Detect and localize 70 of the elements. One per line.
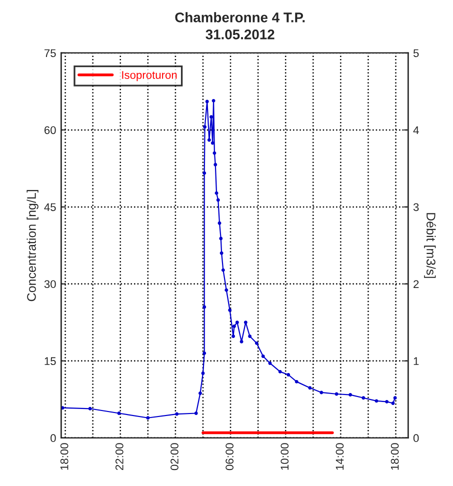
point — [294, 380, 298, 384]
point — [374, 399, 378, 403]
point — [175, 412, 179, 416]
chart-subtitle: 31.05.2012 — [206, 30, 274, 40]
point — [348, 393, 352, 397]
point — [261, 354, 265, 358]
point — [221, 268, 225, 272]
y-tick-label: 30 — [44, 280, 56, 288]
point — [385, 400, 389, 404]
x-tick-label: 18:00 — [60, 443, 68, 470]
x-tick-label: 18:00 — [390, 443, 399, 470]
point — [224, 288, 228, 292]
point — [254, 341, 258, 345]
y2-tick-label: 4 — [413, 126, 419, 134]
point — [268, 361, 272, 365]
y2-tick-label: 1 — [414, 357, 419, 365]
point — [202, 171, 206, 175]
x-tick-label: 10:00 — [280, 443, 289, 470]
point — [207, 138, 211, 142]
y2-tick-label: 0 — [413, 434, 419, 442]
point — [228, 308, 232, 312]
y2-tick-label: 5 — [413, 49, 419, 58]
point — [198, 392, 202, 395]
y-tick-label: 60 — [44, 126, 56, 134]
y-axis-title: Concentration [ng/L] — [26, 190, 38, 302]
point — [203, 125, 207, 129]
x-tick-label: 14:00 — [336, 443, 344, 470]
point — [216, 198, 220, 202]
point — [202, 305, 206, 309]
point — [232, 334, 236, 338]
y2-tick-label: 3 — [413, 203, 419, 212]
point — [210, 141, 214, 145]
point — [320, 390, 324, 394]
point — [146, 416, 150, 420]
chart-title: Chamberonne 4 T.P. — [175, 12, 305, 22]
point — [308, 386, 312, 390]
point — [88, 406, 92, 410]
point — [194, 412, 198, 415]
point — [214, 191, 218, 195]
y-tick-label: 45 — [44, 203, 56, 212]
y-tick-label: 0 — [50, 434, 56, 442]
point — [235, 320, 239, 324]
point — [218, 221, 222, 225]
point — [286, 373, 290, 376]
point — [201, 371, 205, 375]
legend-label: Isoproturon — [122, 71, 177, 82]
point — [210, 115, 213, 119]
point — [248, 334, 252, 338]
point — [393, 396, 397, 400]
point — [391, 402, 395, 405]
y-tick-label: 75 — [44, 49, 56, 58]
point — [362, 396, 366, 400]
point — [214, 162, 218, 166]
y2-axis-title: Débit [m3/s] — [424, 213, 436, 278]
y-tick-label: 15 — [44, 357, 56, 366]
point — [212, 98, 216, 102]
point — [244, 320, 248, 324]
y2-tick-label: 2 — [414, 280, 419, 288]
point — [205, 100, 209, 104]
point — [219, 236, 223, 240]
point — [117, 412, 121, 415]
point — [202, 351, 206, 355]
x-tick-label: 02:00 — [170, 443, 178, 470]
x-tick-label: 22:00 — [115, 443, 124, 470]
point — [240, 340, 244, 344]
point — [61, 406, 64, 410]
point — [278, 370, 282, 374]
point — [220, 251, 224, 255]
x-tick-label: 06:00 — [226, 443, 234, 470]
point — [232, 324, 236, 328]
